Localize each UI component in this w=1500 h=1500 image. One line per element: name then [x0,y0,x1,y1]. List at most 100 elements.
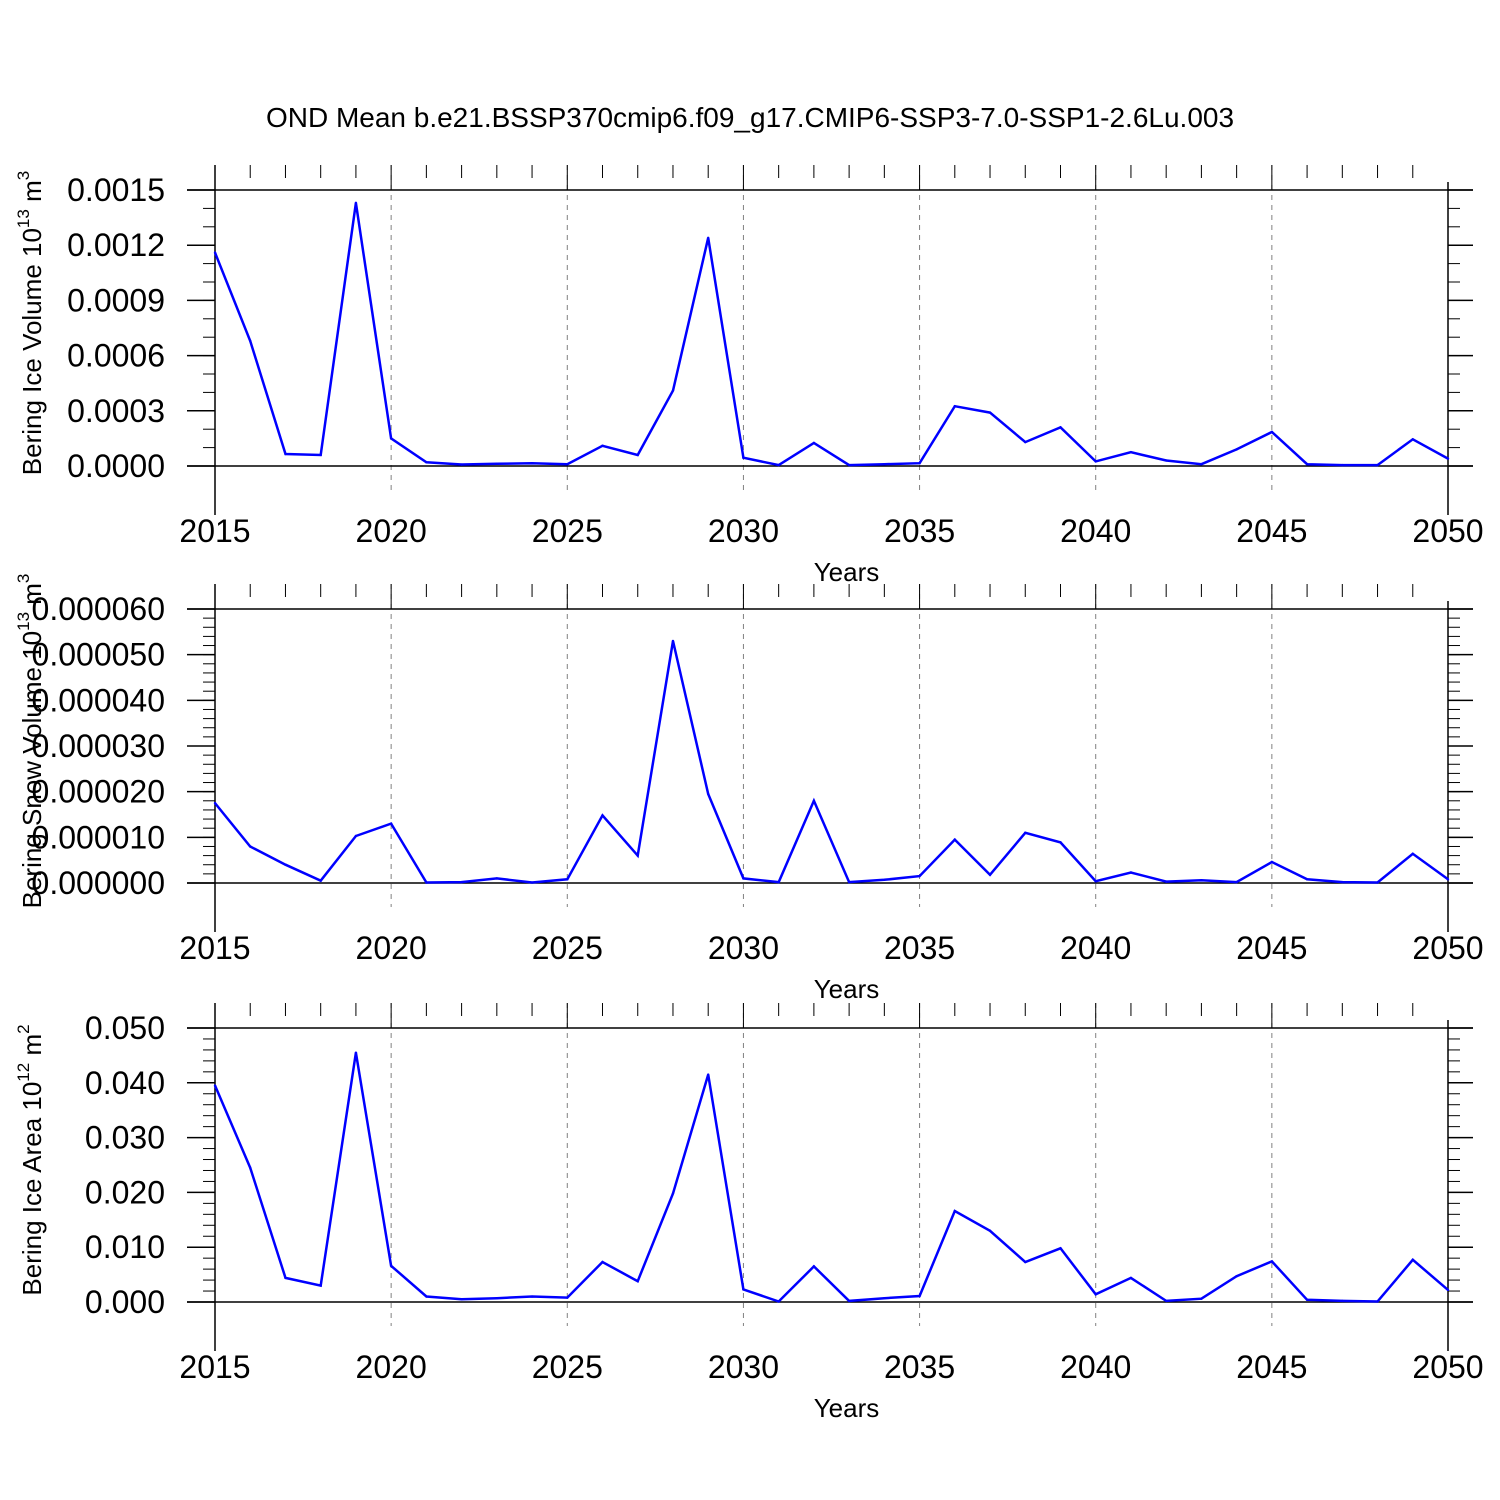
data-point [742,456,745,459]
data-point [1024,831,1027,834]
data-point [319,1284,322,1287]
data-point [284,863,287,866]
data-point [636,1279,639,1283]
data-point [1341,463,1344,467]
data-point [636,453,639,457]
data-point [354,1051,358,1054]
x-tick-label: 2030 [708,513,779,549]
data-point [812,799,816,802]
data-point [1411,852,1414,855]
data-point [1129,1276,1133,1280]
data-point [1024,1260,1027,1264]
data-point [1270,1260,1274,1263]
data-point [707,236,710,240]
x-tick-label: 2050 [1412,1349,1483,1385]
x-tick-label: 2015 [179,513,250,549]
data-point [1411,1258,1414,1262]
data-point [988,1229,992,1232]
data-point [812,1265,816,1268]
data-point [566,1296,569,1299]
y-tick-label: 0.030 [85,1120,165,1156]
y-axis-title-text: Bering Snow Volume 10 [17,631,47,909]
data-point [425,461,428,464]
data-point [918,874,921,878]
data-point [777,463,780,467]
y-tick-label: 0.010 [85,1229,165,1265]
data-point [495,877,499,880]
y-tick-label: 0.0000 [67,448,165,484]
data-point [1270,860,1274,864]
data-point [883,1296,886,1300]
data-point [1446,878,1450,881]
chart-panel-2: 0.000000 0.000010 0.000020 0.000030 0.000040… [14,574,1484,1004]
data-point [530,462,534,465]
chart-panel-3: 0.000 0.010 0.020 0.030 0.040 0.050 2015 2020 20… [14,1003,1484,1423]
figure-title: OND Mean b.e21.BSSP370cmip6.f09_g17.CMIP… [266,102,1234,133]
x-tick-label: 2020 [356,930,427,966]
data-point [1270,430,1274,434]
y-axis-title-unit-exponent: 3 [14,171,33,180]
x-tick-label: 2045 [1236,930,1307,966]
data-point [530,1295,534,1298]
data-point [742,877,745,880]
data-point [1305,878,1309,881]
data-point [1411,438,1414,441]
data-point [671,639,675,643]
y-tick-label: 0.000040 [32,682,165,718]
data-point [671,389,675,392]
data-point [1094,879,1097,883]
y-axis-title-exponent: 13 [14,612,33,631]
data-point [1305,462,1309,466]
data-point [812,441,816,445]
x-tick-label: 2025 [532,930,603,966]
y-axis-title-unit: m [17,583,47,612]
x-tick-label: 2020 [356,1349,427,1385]
data-point [847,463,851,467]
y-tick-label: 0.000030 [32,728,165,764]
y-tick-label: 0.0015 [67,172,165,208]
x-tick-label: 2050 [1412,513,1483,549]
data-point [1446,1288,1450,1292]
data-point [495,462,499,465]
x-tick-label: 2040 [1060,930,1131,966]
y-tick-label: 0.000 [85,1284,165,1320]
data-point [1376,881,1379,884]
x-tick-label: 2050 [1412,930,1483,966]
data-point [566,878,569,881]
y-axis-title-unit-exponent: 2 [14,1024,33,1033]
data-point [319,879,322,882]
x-tick-label: 2030 [708,930,779,966]
data-point [389,437,393,440]
data-point [425,1295,428,1298]
y-tick-label: 0.0006 [67,338,165,374]
data-point [1094,1293,1097,1296]
data-point [1341,1299,1344,1303]
y-axis-title-unit: m [17,1034,47,1063]
x-tick-label: 2015 [179,930,250,966]
y-tick-label: 0.000000 [32,865,165,901]
data-point [1024,440,1027,444]
data-point [918,462,921,465]
data-point [249,1166,252,1169]
x-tick-label: 2025 [532,513,603,549]
data-point [1376,463,1379,467]
data-point [319,453,322,457]
y-tick-label: 0.000050 [32,637,165,673]
data-point [1164,1299,1168,1303]
data-point [389,822,393,825]
y-axis-title: Bering Snow Volume 1013 m3 [14,574,47,909]
y-tick-label: 0.020 [85,1174,165,1210]
data-point [389,1264,393,1268]
data-point [425,881,428,884]
data-point [601,814,604,817]
y-tick-label: 0.0003 [67,393,165,429]
y-axis-title-text: Bering Ice Volume 10 [17,228,47,475]
data-point [213,801,217,805]
data-point [1129,871,1133,874]
y-axis-title: Bering Ice Area 1012 m2 [14,1024,47,1295]
x-axis-title: Years [814,557,880,587]
chart-panel-1: 0.0000 0.0003 0.0006 0.0009 0.0012 0.0015 2015… [14,165,1484,587]
series-line [213,1052,1449,1303]
x-tick-label: 2040 [1060,1349,1131,1385]
